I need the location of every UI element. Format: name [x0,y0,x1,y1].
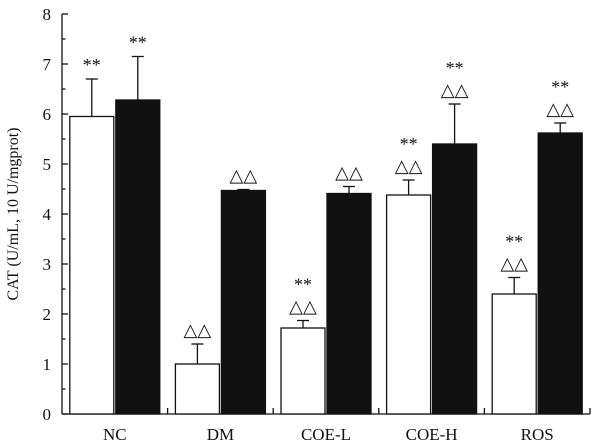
plot-area: 012345678NC****DM△△△△COE-L△△**△△COE-H△△*… [43,5,591,444]
bar-series-1 [280,327,326,415]
y-axis-label: CAT (U/mL, 10 U/mgprot) [5,127,22,300]
bar-series-1 [385,194,432,415]
bar-series-1 [69,115,115,415]
significance-annotation: △△ [395,156,423,176]
y-tick-label: 0 [43,405,52,424]
x-category-label: COE-L [301,425,351,444]
significance-annotation: ** [551,77,569,97]
y-tick-label: 2 [43,305,52,324]
bar-series-2 [115,99,161,415]
significance-annotation: △△ [546,99,574,119]
bar-series-2 [537,132,583,415]
y-tick-label: 7 [43,55,52,74]
x-category-label: COE-H [406,425,458,444]
bar-series-2 [220,189,267,415]
x-category-label: DM [207,425,234,444]
bar-series-2 [326,192,372,415]
significance-annotation: △△ [335,163,363,183]
y-tick-label: 3 [43,255,52,274]
x-category-label: ROS [521,425,554,444]
significance-annotation: ** [294,275,312,295]
y-tick-label: 5 [43,155,52,174]
significance-annotation: ** [400,134,418,154]
significance-annotation: ** [446,58,464,78]
x-category-label: NC [103,425,127,444]
significance-annotation: ** [83,55,101,75]
y-tick-label: 8 [43,5,52,24]
significance-annotation: △△ [230,166,258,186]
significance-annotation: △△ [289,297,317,317]
significance-annotation: △△ [184,320,212,340]
y-tick-label: 6 [43,105,52,124]
bar-series-2 [431,143,478,415]
significance-annotation: △△ [500,254,528,274]
y-tick-label: 4 [43,205,52,224]
bar-series-1 [491,293,537,415]
y-tick-label: 1 [43,355,52,374]
significance-annotation: ** [129,33,147,53]
significance-annotation: △△ [441,80,469,100]
bar-series-1 [174,363,221,415]
significance-annotation: ** [505,232,523,252]
